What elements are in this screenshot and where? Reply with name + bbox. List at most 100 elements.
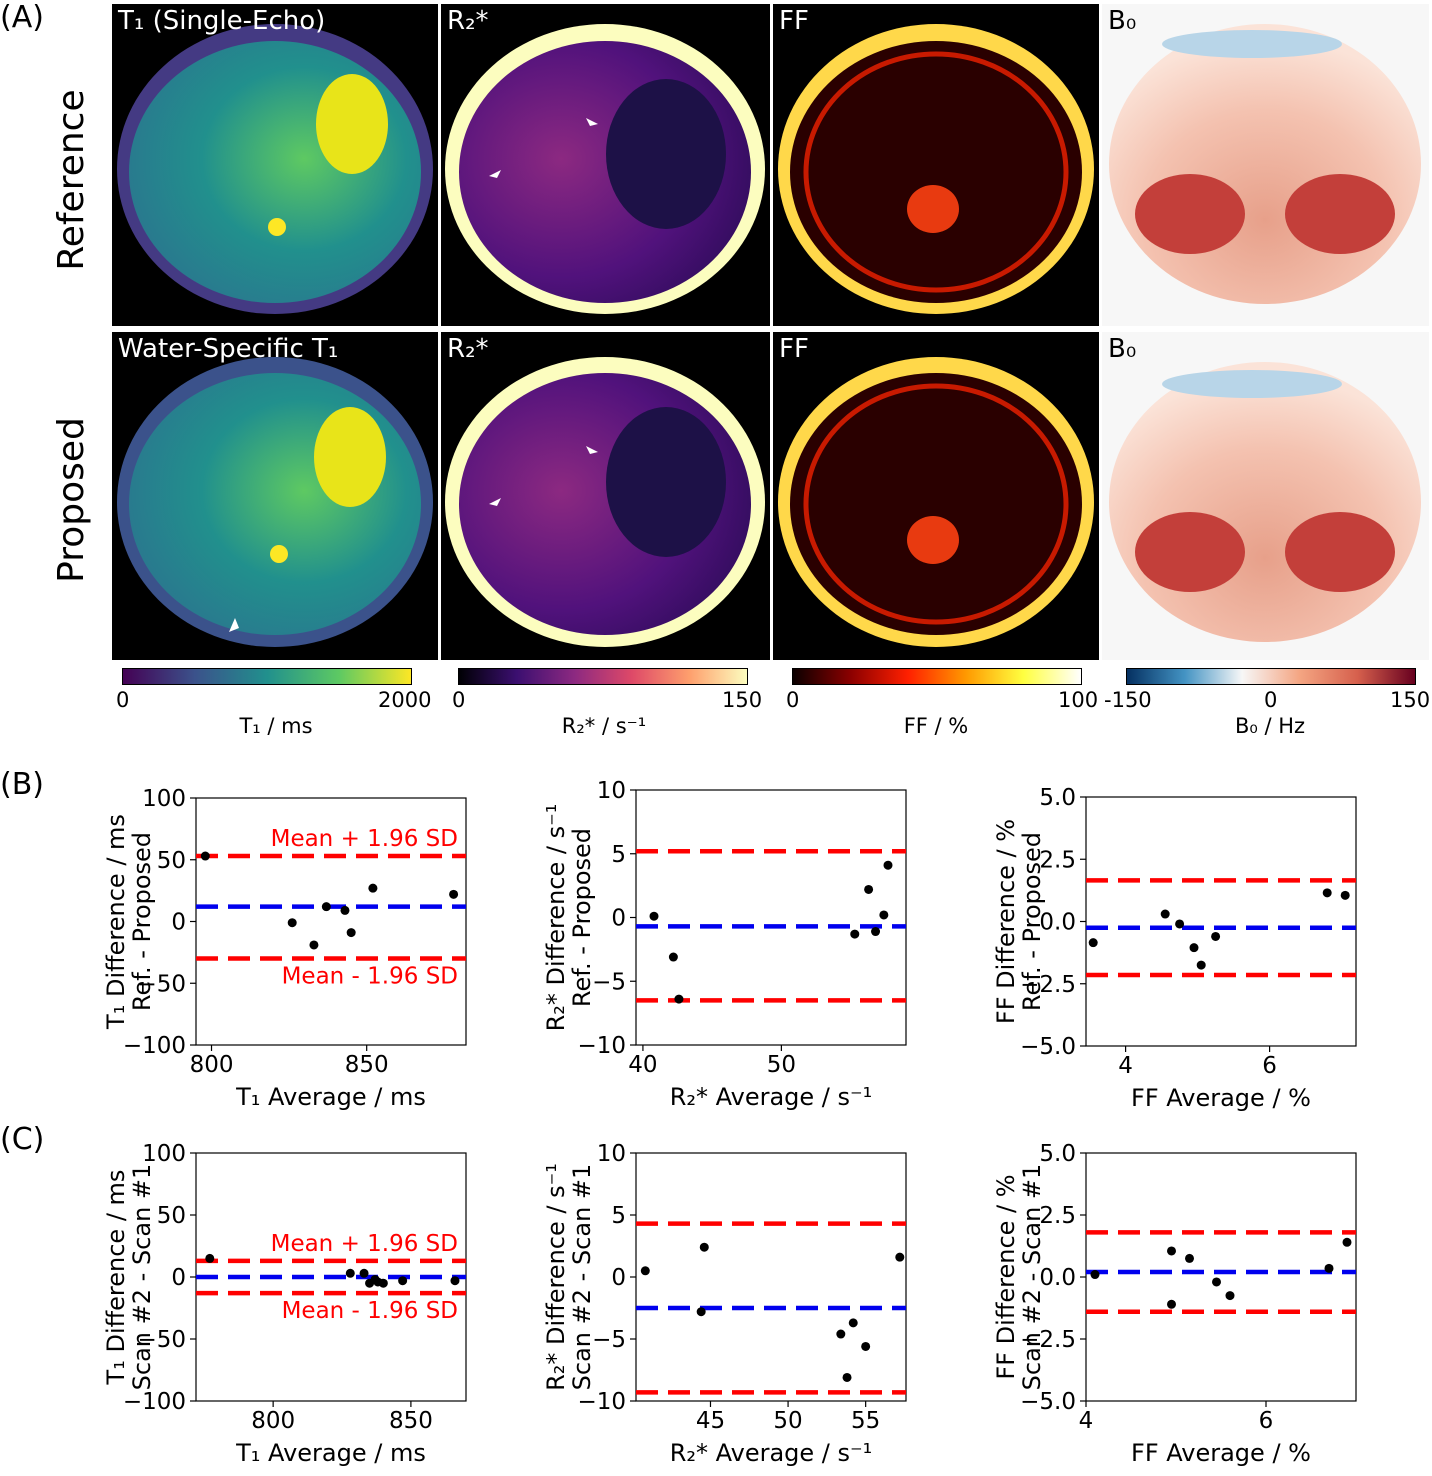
colorbar-b0-min: -150 [1104,688,1152,712]
upper-limit-annotation: Mean + 1.96 SD [271,1231,458,1257]
map-ff-proposed: FF [773,332,1099,660]
colorbar-t1 [122,668,412,685]
data-point [640,1266,650,1276]
plot-frame [1085,796,1357,1047]
y-tick-label: −5 [592,1327,626,1353]
data-point [879,910,889,920]
colorbar-ff-min: 0 [786,688,800,712]
data-point [1167,1299,1176,1309]
y-axis-label: R₂* Difference / s⁻¹ [542,1163,570,1391]
data-point [1189,943,1199,953]
data-point [368,883,378,893]
data-point [895,1252,905,1262]
x-tick-label: 40 [628,1052,657,1078]
y-axis-label: FF Difference / % [992,819,1020,1024]
y-tick-label: 50 [157,848,186,874]
x-axis-label: T₁ Average / ms [235,1083,426,1111]
data-point [450,1276,460,1286]
y-tick-label: 5 [611,1203,626,1229]
data-point [378,1278,388,1288]
y-axis-sublabel: Ref. - Proposed [128,832,156,1011]
y-tick-label: 0 [171,1265,186,1291]
y-axis-label: T₁ Difference / ms [102,814,130,1030]
colorbar-b0 [1126,668,1416,685]
y-tick-label: −2.5 [1020,972,1076,998]
row-label-proposed: Proposed [51,417,92,583]
x-tick-label: 4 [1118,1053,1133,1079]
data-point [836,1329,846,1339]
x-tick-label: 6 [1262,1053,1277,1079]
data-point [449,889,459,899]
colorbar-r2star [458,668,748,685]
y-tick-label: 2.5 [1039,847,1076,873]
x-axis-label: FF Average / % [1131,1084,1311,1112]
x-tick-label: 4 [1079,1408,1094,1434]
y-tick-label: −10 [577,1389,626,1415]
colorbar-b0-max: 150 [1390,688,1431,712]
y-tick-label: 0 [611,1265,626,1291]
x-tick-label: 800 [190,1052,234,1078]
x-tick-label: 50 [767,1052,796,1078]
data-point [649,911,659,921]
map-b0-proposed: B₀ [1102,332,1429,660]
y-tick-label: −100 [123,1389,186,1415]
y-tick-label: 0 [171,910,186,936]
y-tick-label: 5 [611,842,626,868]
data-point [1160,909,1170,919]
data-point [287,918,297,928]
data-point [1090,1270,1100,1280]
row-label-reference: Reference [51,89,92,271]
y-tick-label: −5.0 [1020,1034,1076,1060]
data-point [345,1268,355,1278]
map-title: B₀ [1108,334,1137,364]
y-tick-label: −2.5 [1020,1327,1076,1353]
y-tick-label: 5.0 [1039,1141,1076,1167]
data-point [864,884,874,894]
map-title: FF [779,6,809,36]
data-point [1212,1277,1221,1287]
map-b0-reference: B₀ [1102,4,1429,326]
y-tick-label: 0.0 [1039,910,1076,936]
colorbar-ff [792,668,1082,685]
y-tick-label: 0 [611,906,626,932]
data-point [850,929,860,939]
map-r2star-proposed: R₂* [441,332,770,660]
y-axis-sublabel: Ref. - Proposed [568,828,596,1007]
x-tick-label: 850 [389,1408,433,1434]
y-axis-sublabel: Scan #2 - Scan #1 [128,1164,156,1391]
plot-frame [635,1152,907,1402]
map-title: R₂* [447,334,489,364]
y-axis-label: FF Difference / % [992,1174,1020,1379]
y-tick-label: 5.0 [1039,785,1076,811]
data-point [883,860,893,870]
y-tick-label: −100 [123,1033,186,1059]
data-point [848,1318,858,1328]
x-tick-label: 800 [251,1408,295,1434]
y-tick-label: −50 [137,1327,186,1353]
colorbar-r2star-max: 150 [722,688,763,712]
data-point [699,1242,709,1252]
data-point [321,902,331,912]
x-axis-label: R₂* Average / s⁻¹ [670,1083,873,1111]
x-tick-label: 55 [851,1408,880,1434]
data-point [1167,1246,1176,1256]
map-title: Water-Specific T₁ [118,334,339,364]
colorbar-t1-label: T₁ / ms [239,714,313,738]
colorbar-ff-max: 100 [1058,688,1099,712]
x-tick-label: 6 [1259,1408,1274,1434]
colorbar-r2star-min: 0 [452,688,466,712]
upper-limit-annotation: Mean + 1.96 SD [271,826,458,852]
x-tick-label: 850 [345,1052,389,1078]
y-tick-label: 10 [597,1141,626,1167]
panel-label-a: (A) [0,0,44,35]
map-title: T₁ (Single-Echo) [118,6,326,36]
data-point [871,927,881,937]
colorbar-t1-max: 2000 [378,688,432,712]
x-axis-label: T₁ Average / ms [235,1439,426,1467]
data-point [340,905,350,915]
data-point [1185,1253,1194,1263]
y-tick-label: −5 [592,969,626,995]
data-point [1340,890,1350,900]
data-point [674,994,684,1004]
y-tick-label: −5.0 [1020,1389,1076,1415]
